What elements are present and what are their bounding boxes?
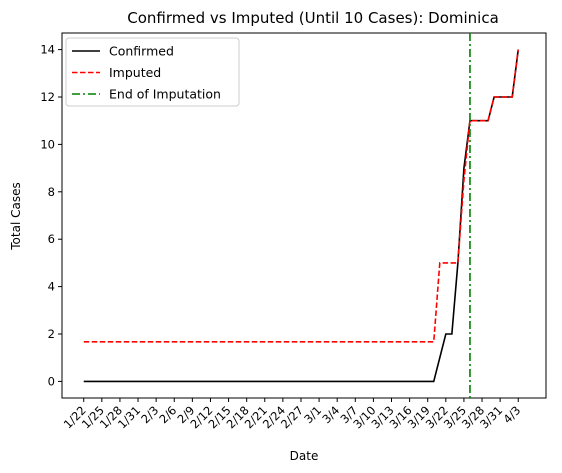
legend-label-imputed: Imputed xyxy=(109,65,161,80)
y-tick-label: 6 xyxy=(48,232,55,246)
y-tick-label: 8 xyxy=(48,185,55,199)
y-tick-label: 2 xyxy=(48,327,55,341)
series-layer xyxy=(83,33,520,398)
y-tick-label: 0 xyxy=(48,374,55,388)
series-imputed xyxy=(83,49,520,343)
y-tick-label: 12 xyxy=(40,90,55,104)
x-tick-label: 4/3 xyxy=(500,403,523,426)
legend-entries: Confirmed Imputed End of Imputation xyxy=(72,44,221,102)
y-tick-label: 10 xyxy=(40,137,55,151)
legend: Confirmed Imputed End of Imputation xyxy=(65,37,240,107)
y-tick-label: 4 xyxy=(48,280,55,294)
x-axis-label: Date xyxy=(290,449,319,463)
legend-label-end-of-imputation: End of Imputation xyxy=(109,87,221,102)
legend-frame xyxy=(65,37,240,107)
chart-title: Confirmed vs Imputed (Until 10 Cases): D… xyxy=(127,9,499,27)
series-confirmed xyxy=(83,49,520,383)
x-axis-ticks: 1/221/251/281/312/32/62/92/122/152/182/2… xyxy=(61,398,523,431)
y-axis-ticks: 0 2 4 6 8 10 12 14 xyxy=(40,43,62,388)
legend-label-confirmed: Confirmed xyxy=(109,44,174,59)
plot-frame xyxy=(61,32,547,399)
y-axis-label: Total Cases xyxy=(9,182,23,250)
y-tick-label: 14 xyxy=(40,43,55,57)
